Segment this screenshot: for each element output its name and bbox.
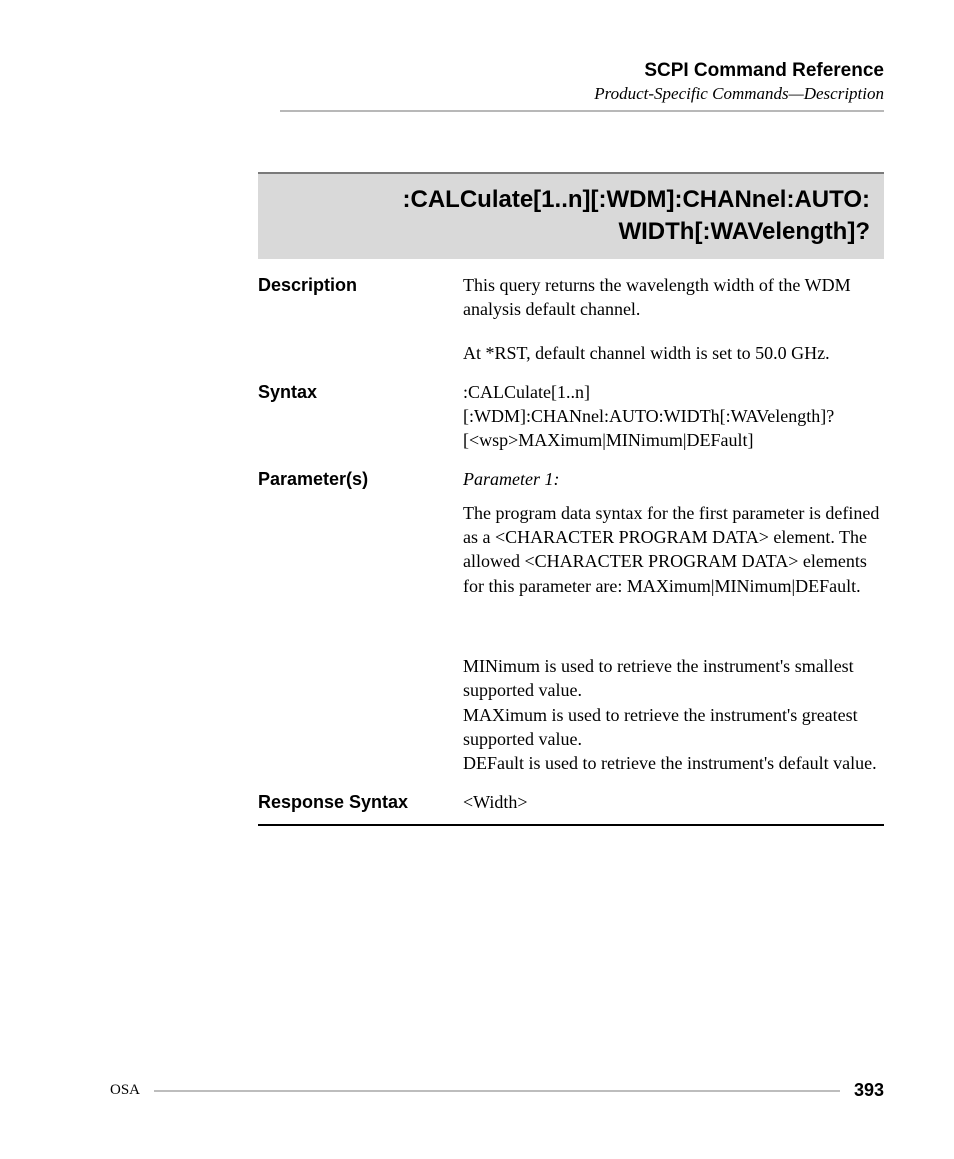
- description-p1: This query returns the wavelength width …: [463, 273, 884, 322]
- label-response-syntax: Response Syntax: [258, 776, 463, 814]
- parameters-p2a: MINimum is used to retrieve the instrume…: [463, 654, 884, 703]
- parameters-p2b: MAXimum is used to retrieve the instrume…: [463, 703, 884, 752]
- value-syntax: :CALCulate[1..n][:WDM]:CHANnel:AUTO:WIDT…: [463, 366, 884, 453]
- page-header: SCPI Command Reference Product-Specific …: [110, 60, 884, 112]
- label-parameters: Parameter(s): [258, 453, 463, 776]
- definition-table: Description This query returns the wavel…: [258, 259, 884, 814]
- page-footer: OSA 393: [110, 1080, 884, 1101]
- row-description: Description This query returns the wavel…: [258, 259, 884, 366]
- parameters-p2: MINimum is used to retrieve the instrume…: [463, 654, 884, 775]
- parameters-p2c: DEFault is used to retrieve the instrume…: [463, 751, 884, 775]
- value-description: This query returns the wavelength width …: [463, 259, 884, 366]
- header-title: SCPI Command Reference: [110, 60, 884, 82]
- description-p2: At *RST, default channel width is set to…: [463, 341, 884, 365]
- table-bottom-rule: [258, 824, 884, 826]
- row-parameters: Parameter(s) Parameter 1: The program da…: [258, 453, 884, 776]
- header-subtitle: Product-Specific Commands—Description: [110, 84, 884, 104]
- content-block: :CALCulate[1..n][:WDM]:CHANnel:AUTO: WID…: [258, 172, 884, 826]
- page: SCPI Command Reference Product-Specific …: [0, 0, 954, 866]
- value-parameters: Parameter 1: The program data syntax for…: [463, 453, 884, 776]
- command-title-bar: :CALCulate[1..n][:WDM]:CHANnel:AUTO: WID…: [258, 172, 884, 259]
- footer-rule: [154, 1090, 840, 1092]
- parameters-p1: The program data syntax for the first pa…: [463, 501, 884, 598]
- row-response-syntax: Response Syntax <Width>: [258, 776, 884, 814]
- footer-left: OSA: [110, 1082, 140, 1099]
- command-title-line1: :CALCulate[1..n][:WDM]:CHANnel:AUTO:: [272, 184, 870, 216]
- command-title-line2: WIDTh[:WAVelength]?: [272, 216, 870, 248]
- value-response-syntax: <Width>: [463, 776, 884, 814]
- header-rule: [280, 110, 884, 112]
- footer-page-number: 393: [854, 1080, 884, 1101]
- label-syntax: Syntax: [258, 366, 463, 453]
- label-description: Description: [258, 259, 463, 366]
- parameter-heading: Parameter 1:: [463, 467, 884, 491]
- row-syntax: Syntax :CALCulate[1..n][:WDM]:CHANnel:AU…: [258, 366, 884, 453]
